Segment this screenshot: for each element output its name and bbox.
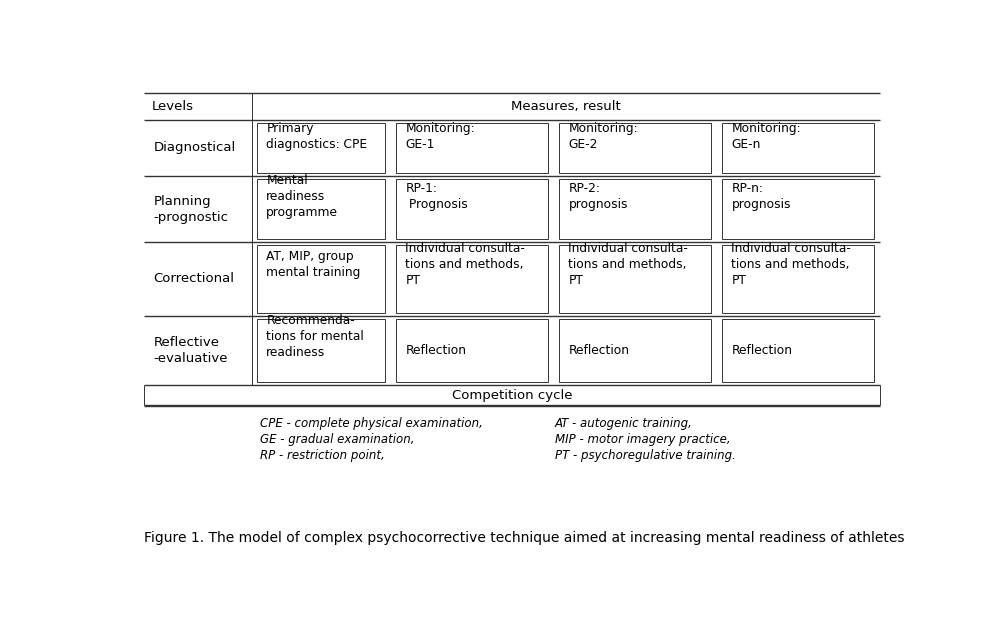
Text: Measures, result: Measures, result <box>510 100 620 113</box>
Text: Correctional: Correctional <box>154 272 235 285</box>
Text: Monitoring:
GE-2: Monitoring: GE-2 <box>568 123 638 151</box>
Text: AT, MIP, group
mental training: AT, MIP, group mental training <box>267 250 361 278</box>
Text: Individual consulta-
tions and methods,
PT: Individual consulta- tions and methods, … <box>568 242 688 286</box>
Text: RP-1:
 Prognosis: RP-1: Prognosis <box>406 182 469 211</box>
Bar <box>722 123 874 173</box>
Bar <box>559 123 711 173</box>
Text: Recommenda-
tions for mental
readiness: Recommenda- tions for mental readiness <box>267 314 364 360</box>
Bar <box>397 179 548 239</box>
Bar <box>559 179 711 239</box>
Bar <box>397 123 548 173</box>
Text: Figure 1. The model of complex psychocorrective technique aimed at increasing me: Figure 1. The model of complex psychocor… <box>144 531 905 546</box>
Text: Diagnostical: Diagnostical <box>154 141 236 154</box>
Text: RP-n:
prognosis: RP-n: prognosis <box>731 182 791 211</box>
Text: Reflection: Reflection <box>406 344 467 357</box>
Text: Monitoring:
GE-n: Monitoring: GE-n <box>731 123 801 151</box>
Text: Competition cycle: Competition cycle <box>452 389 572 402</box>
Text: Reflection: Reflection <box>568 344 629 357</box>
Text: Levels: Levels <box>152 100 194 113</box>
Bar <box>722 179 874 239</box>
Bar <box>397 246 548 312</box>
Text: AT - autogenic training,
MIP - motor imagery practice,
PT - psychoregulative tra: AT - autogenic training, MIP - motor ima… <box>554 417 735 462</box>
Text: Monitoring:
GE-1: Monitoring: GE-1 <box>406 123 476 151</box>
Text: Reflective
-evaluative: Reflective -evaluative <box>154 336 228 365</box>
Bar <box>559 246 711 312</box>
Bar <box>257 123 386 173</box>
Text: Individual consulta-
tions and methods,
PT: Individual consulta- tions and methods, … <box>406 242 525 286</box>
Text: CPE - complete physical examination,
GE - gradual examination,
RP - restriction : CPE - complete physical examination, GE … <box>261 417 484 462</box>
Text: Primary
diagnostics: CPE: Primary diagnostics: CPE <box>267 123 368 151</box>
Bar <box>397 319 548 382</box>
Text: Planning
-prognostic: Planning -prognostic <box>154 195 229 224</box>
Bar <box>722 319 874 382</box>
Text: Reflection: Reflection <box>731 344 792 357</box>
Bar <box>722 246 874 312</box>
Bar <box>257 319 386 382</box>
Bar <box>257 246 386 312</box>
Text: Mental
readiness
programme: Mental readiness programme <box>267 174 339 218</box>
Text: Individual consulta-
tions and methods,
PT: Individual consulta- tions and methods, … <box>731 242 851 286</box>
Bar <box>559 319 711 382</box>
Text: RP-2:
prognosis: RP-2: prognosis <box>568 182 628 211</box>
Bar <box>257 179 386 239</box>
